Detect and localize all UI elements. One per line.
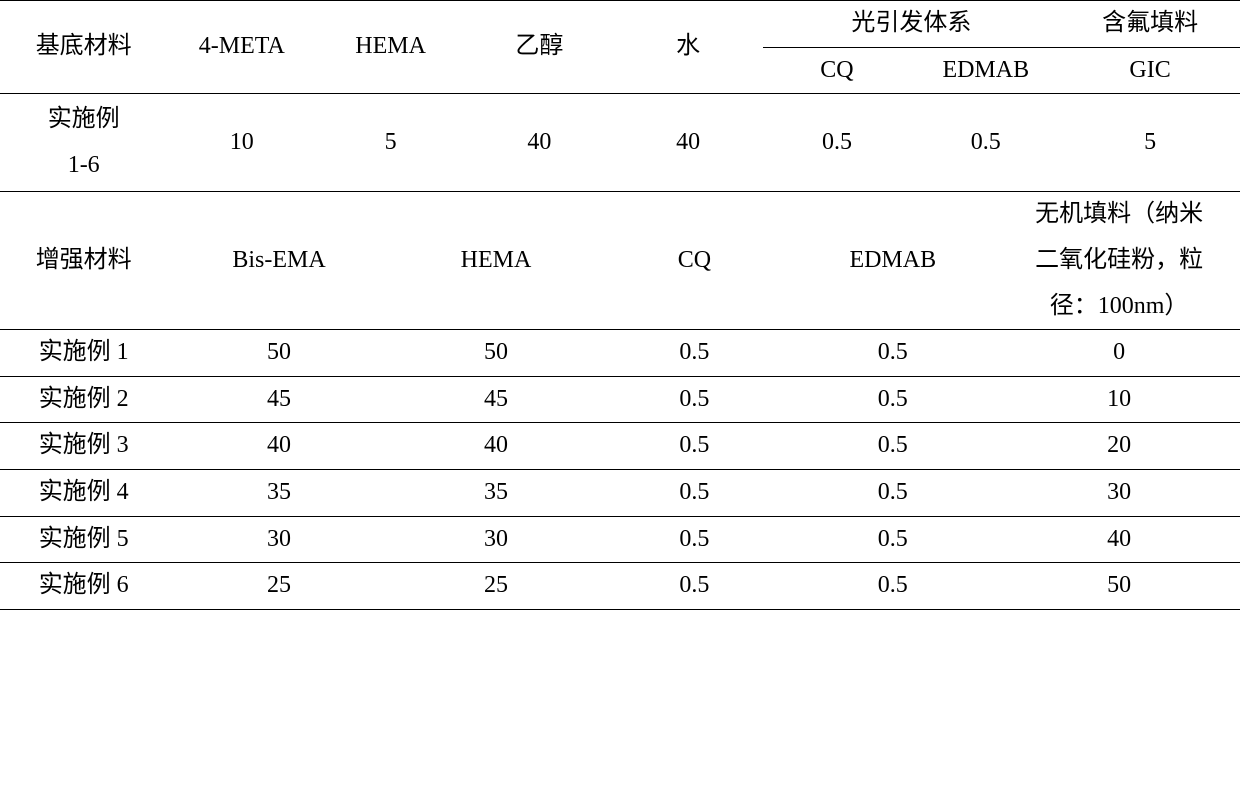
base-material-table: 基底材料 4-META HEMA 乙醇 水 光引发体系 含氟填料 CQ EDMA… [0, 0, 1240, 192]
col2-header-edmab: EDMAB [787, 192, 998, 329]
cell: 40 [391, 423, 602, 470]
col2-header-inorganic-filler: 无机填料（纳米 二氧化硅粉，粒 径：100nm） [998, 192, 1240, 329]
row-label: 实施例 4 [0, 469, 167, 516]
cell-gic: 5 [1060, 94, 1240, 192]
cell: 45 [167, 376, 390, 423]
cell-hema: 5 [316, 94, 465, 192]
table-row: 实施例 3 40 40 0.5 0.5 20 [0, 423, 1240, 470]
cell: 30 [391, 516, 602, 563]
cell: 30 [167, 516, 390, 563]
cell: 0.5 [601, 330, 787, 377]
col2-header-hema: HEMA [391, 192, 602, 329]
row-label: 实施例 3 [0, 423, 167, 470]
cell: 35 [167, 469, 390, 516]
table-row: 实施例 1 50 50 0.5 0.5 0 [0, 330, 1240, 377]
table-row: 实施例 6 25 25 0.5 0.5 50 [0, 563, 1240, 610]
col-header-base-material: 基底材料 [0, 1, 167, 94]
cell: 0 [998, 330, 1240, 377]
cell: 40 [167, 423, 390, 470]
row-label: 实施例 2 [0, 376, 167, 423]
col-header-fluoride-filler: 含氟填料 [1060, 1, 1240, 48]
cell: 0.5 [787, 563, 998, 610]
cell-4meta: 10 [167, 94, 316, 192]
row-label-ex1-6-text: 实施例 1-6 [48, 97, 120, 188]
cell: 45 [391, 376, 602, 423]
table-row: 实施例 2 45 45 0.5 0.5 10 [0, 376, 1240, 423]
cell: 30 [998, 469, 1240, 516]
tables-container: 基底材料 4-META HEMA 乙醇 水 光引发体系 含氟填料 CQ EDMA… [0, 0, 1240, 610]
col2-header-bisema: Bis-EMA [167, 192, 390, 329]
row-label: 实施例 5 [0, 516, 167, 563]
cell: 10 [998, 376, 1240, 423]
col2-header-inorganic-filler-text: 无机填料（纳米 二氧化硅粉，粒 径：100nm） [1035, 192, 1203, 329]
col-header-4meta: 4-META [167, 1, 316, 94]
cell: 0.5 [787, 423, 998, 470]
cell-ethanol: 40 [465, 94, 614, 192]
table-row: 实施例 4 35 35 0.5 0.5 30 [0, 469, 1240, 516]
cell: 0.5 [787, 330, 998, 377]
cell-cq: 0.5 [763, 94, 912, 192]
cell: 35 [391, 469, 602, 516]
col-header-water: 水 [614, 1, 763, 94]
cell: 50 [391, 330, 602, 377]
col2-header-reinforce: 增强材料 [0, 192, 167, 329]
cell: 0.5 [601, 563, 787, 610]
cell: 0.5 [787, 469, 998, 516]
cell: 0.5 [601, 516, 787, 563]
row-label: 实施例 1 [0, 330, 167, 377]
table-row: 实施例 5 30 30 0.5 0.5 40 [0, 516, 1240, 563]
cell-water: 40 [614, 94, 763, 192]
cell: 25 [167, 563, 390, 610]
col-header-photoinitiator: 光引发体系 [763, 1, 1061, 48]
sub-header-gic: GIC [1060, 47, 1240, 94]
cell-edmab: 0.5 [911, 94, 1060, 192]
col2-header-cq: CQ [601, 192, 787, 329]
cell: 40 [998, 516, 1240, 563]
cell: 25 [391, 563, 602, 610]
cell: 20 [998, 423, 1240, 470]
cell: 50 [167, 330, 390, 377]
cell: 0.5 [787, 516, 998, 563]
reinforce-material-table: 增强材料 Bis-EMA HEMA CQ EDMAB 无机填料（纳米 二氧化硅粉… [0, 192, 1240, 609]
cell: 0.5 [601, 423, 787, 470]
cell: 0.5 [787, 376, 998, 423]
row-label: 实施例 6 [0, 563, 167, 610]
row-label-ex1-6: 实施例 1-6 [0, 94, 167, 192]
cell: 0.5 [601, 376, 787, 423]
cell: 50 [998, 563, 1240, 610]
col-header-ethanol: 乙醇 [465, 1, 614, 94]
sub-header-cq: CQ [763, 47, 912, 94]
sub-header-edmab: EDMAB [911, 47, 1060, 94]
cell: 0.5 [601, 469, 787, 516]
col-header-hema: HEMA [316, 1, 465, 94]
